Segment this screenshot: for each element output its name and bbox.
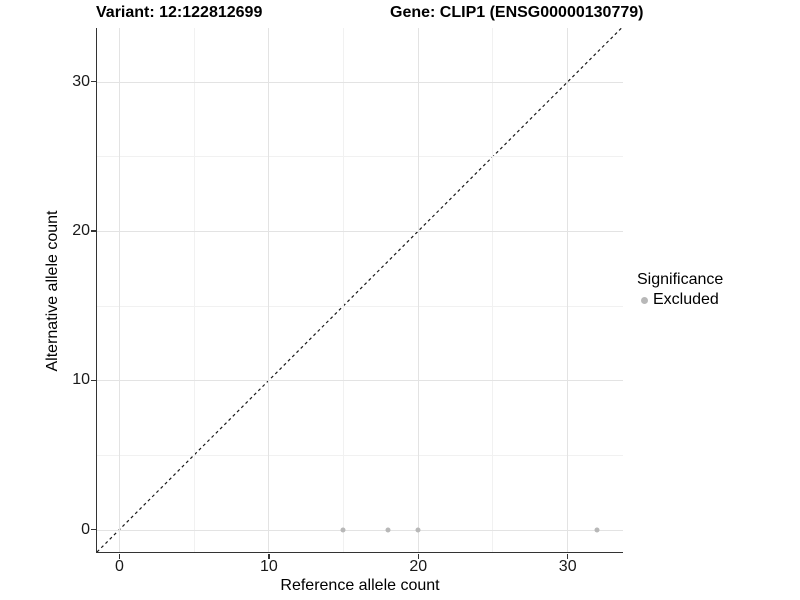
x-tick-label: 30 [558,558,577,575]
x-axis-tick [417,553,420,559]
major-gridline-vertical [567,28,569,552]
major-gridline-vertical [118,28,120,552]
plot-title-variant: Variant: 12:122812699 [96,4,263,21]
minor-gridline-horizontal [96,305,623,307]
major-gridline-vertical [268,28,270,552]
data-point [340,527,346,533]
data-point [415,527,421,533]
minor-gridline-horizontal [96,454,623,456]
x-tick-label: 20 [409,558,428,575]
y-axis-tick [90,80,96,83]
x-tick-label: 10 [259,558,278,575]
x-tick-label: 0 [114,558,124,575]
y-tick-label: 30 [72,72,90,90]
major-gridline-horizontal [96,380,623,382]
plot-panel [95,28,623,553]
legend-entry-excluded: Excluded [637,291,723,309]
legend: Significance Excluded [637,270,723,309]
data-point [594,527,600,533]
x-axis-title: Reference allele count [280,577,440,594]
y-axis-tick [90,230,96,232]
data-point [385,527,391,533]
minor-gridline-vertical [193,28,195,552]
minor-gridline-horizontal [96,156,623,158]
major-gridline-horizontal [96,81,623,83]
major-gridline-horizontal [96,231,623,233]
y-tick-label: 20 [72,222,90,240]
identity-dashed-line [96,28,622,552]
x-axis-tick [118,553,121,559]
y-axis-tick [90,379,96,382]
legend-point-icon [641,296,648,304]
major-gridline-vertical [417,28,419,552]
y-tick-label: 0 [81,520,90,538]
x-axis-tick [268,553,270,559]
legend-entry-label: Excluded [653,291,719,308]
legend-title: Significance [637,271,724,288]
x-axis-tick [566,553,569,559]
minor-gridline-vertical [492,28,494,552]
y-axis-tick [90,528,96,531]
y-tick-label: 10 [72,371,90,389]
minor-gridline-vertical [343,28,345,552]
major-gridline-horizontal [96,529,623,531]
plot-title-gene: Gene: CLIP1 (ENSG00000130779) [390,4,644,21]
